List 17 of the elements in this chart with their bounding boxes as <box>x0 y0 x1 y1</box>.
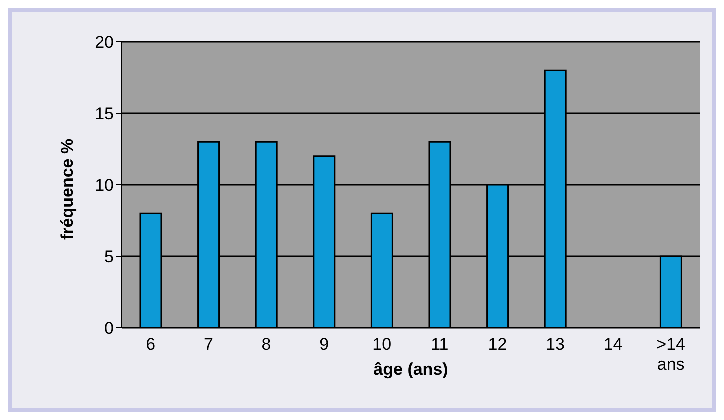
x-tick-label: 9 <box>320 335 330 354</box>
y-tick-label: 15 <box>95 104 114 124</box>
x-tick-label: >14 ans <box>656 335 686 374</box>
y-tick-label: 5 <box>104 248 114 267</box>
x-tick-label: 13 <box>546 335 565 354</box>
x-tick-label: 11 <box>431 335 449 354</box>
x-axis-title: âge (ans) <box>374 360 448 380</box>
x-tick-label: 12 <box>488 335 508 354</box>
x-tick-label: 8 <box>262 335 272 354</box>
x-tick-label: 10 <box>372 335 392 354</box>
x-tick-label: 6 <box>146 335 156 354</box>
x-tick-label: 7 <box>204 335 214 354</box>
y-tick-label: 10 <box>95 176 114 196</box>
y-tick-label: 20 <box>95 33 114 52</box>
x-tick-label: 14 <box>604 335 623 354</box>
y-axis-title: fréquence % <box>58 138 78 240</box>
y-tick-label: 0 <box>104 319 114 338</box>
